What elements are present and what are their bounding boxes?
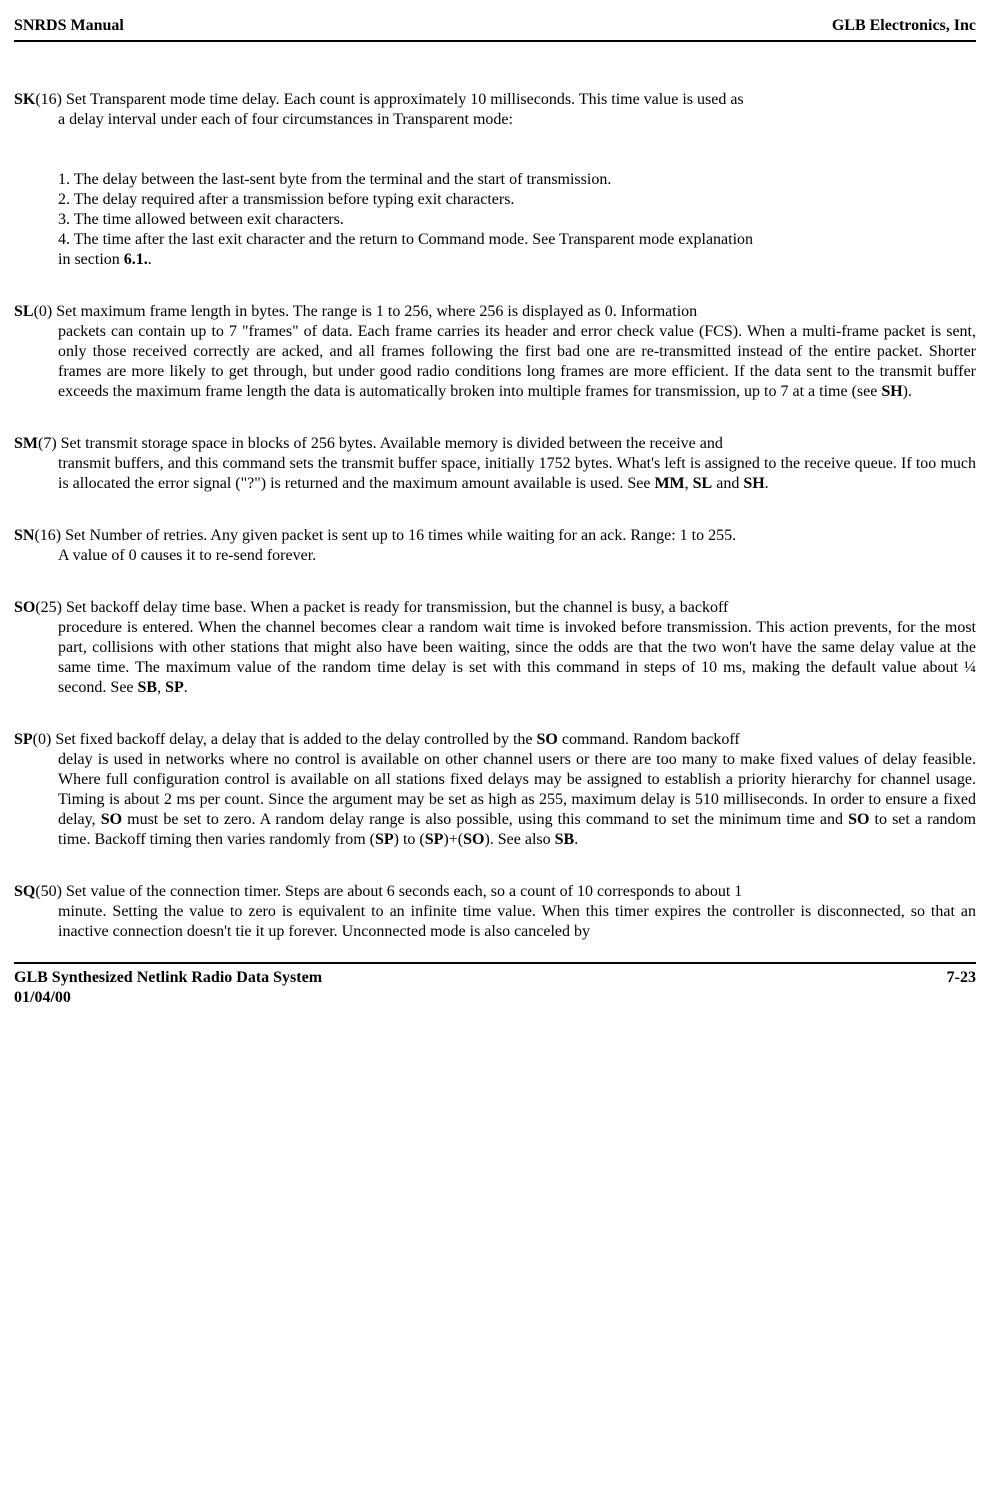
entry-sp: SP(0) Set fixed backoff delay, a delay t… bbox=[14, 730, 976, 850]
sq-body: minute. Setting the value to zero is equ… bbox=[14, 902, 976, 942]
sm-body1: transmit buffers, and this command sets … bbox=[58, 455, 976, 492]
sk-first-line: SK(16) Set Transparent mode time delay. … bbox=[14, 90, 976, 110]
page-header: SNRDS Manual GLB Electronics, Inc bbox=[14, 16, 976, 42]
header-right: GLB Electronics, Inc bbox=[832, 16, 976, 36]
sk-arg: (16) Set Transparent mode time delay. Ea… bbox=[35, 91, 743, 108]
sk-l2: 2. The delay required after a transmissi… bbox=[58, 190, 976, 210]
sm-body: transmit buffers, and this command sets … bbox=[14, 454, 976, 494]
entry-sn: SN(16) Set Number of retries. Any given … bbox=[14, 526, 976, 566]
sp-body: delay is used in networks where no contr… bbox=[14, 750, 976, 850]
sm-s2: and bbox=[712, 475, 743, 492]
sk-l4c: . bbox=[148, 251, 152, 268]
so-body2: . bbox=[184, 679, 188, 696]
cmd-sn: SN bbox=[14, 527, 34, 544]
sk-l4b: in section bbox=[58, 251, 124, 268]
sq-first-line: SQ(50) Set value of the connection timer… bbox=[14, 882, 976, 902]
sm-s1: , bbox=[685, 475, 693, 492]
sp-r4: SP bbox=[425, 831, 444, 848]
cmd-sk: SK bbox=[14, 91, 35, 108]
sp-b2: must be set to zero. A random delay rang… bbox=[122, 811, 848, 828]
sp-r5: SO bbox=[463, 831, 484, 848]
sp-b7: . bbox=[574, 831, 578, 848]
sl-first-line: SL(0) Set maximum frame length in bytes.… bbox=[14, 302, 976, 322]
sp-r3: SP bbox=[375, 831, 394, 848]
sn-body: A value of 0 causes it to re-send foreve… bbox=[14, 546, 976, 566]
so-first-line: SO(25) Set backoff delay time base. When… bbox=[14, 598, 976, 618]
cmd-sq: SQ bbox=[14, 883, 35, 900]
entry-sq: SQ(50) Set value of the connection timer… bbox=[14, 882, 976, 942]
footer-page: 7-23 bbox=[947, 968, 976, 1008]
sn-first-line: SN(16) Set Number of retries. Any given … bbox=[14, 526, 976, 546]
so-body: procedure is entered. When the channel b… bbox=[14, 618, 976, 698]
entry-sm: SM(7) Set transmit storage space in bloc… bbox=[14, 434, 976, 494]
sk-body: a delay interval under each of four circ… bbox=[14, 110, 976, 130]
sl-body1: packets can contain up to 7 "frames" of … bbox=[58, 323, 976, 400]
sk-l3: 3. The time allowed between exit charact… bbox=[58, 210, 976, 230]
cmd-sl: SL bbox=[14, 303, 34, 320]
cmd-sm: SM bbox=[14, 435, 38, 452]
entry-sl: SL(0) Set maximum frame length in bytes.… bbox=[14, 302, 976, 402]
entry-sk: SK(16) Set Transparent mode time delay. … bbox=[14, 90, 976, 270]
sl-ref: SH bbox=[881, 383, 902, 400]
sl-body2: ). bbox=[903, 383, 912, 400]
sm-r3: SH bbox=[743, 475, 764, 492]
sp-b6: ). See also bbox=[484, 831, 554, 848]
footer-left: GLB Synthesized Netlink Radio Data Syste… bbox=[14, 968, 322, 1008]
cmd-so: SO bbox=[14, 599, 35, 616]
sm-arg: (7) Set transmit storage space in blocks… bbox=[38, 435, 723, 452]
sp-argref: SO bbox=[537, 731, 558, 748]
sn-arg: (16) Set Number of retries. Any given pa… bbox=[34, 527, 736, 544]
sp-b5: )+( bbox=[443, 831, 463, 848]
sp-arg2: command. Random backoff bbox=[558, 731, 740, 748]
so-r1: SB bbox=[138, 679, 158, 696]
so-arg: (25) Set backoff delay time base. When a… bbox=[35, 599, 728, 616]
sk-l1: 1. The delay between the last-sent byte … bbox=[58, 170, 976, 190]
sp-r1: SO bbox=[101, 811, 122, 828]
header-left: SNRDS Manual bbox=[14, 16, 124, 36]
sp-r2: SO bbox=[848, 811, 869, 828]
sm-body2: . bbox=[765, 475, 769, 492]
sm-first-line: SM(7) Set transmit storage space in bloc… bbox=[14, 434, 976, 454]
sp-r6: SB bbox=[555, 831, 575, 848]
so-s1: , bbox=[157, 679, 165, 696]
sk-l4ref: 6.1. bbox=[124, 251, 148, 268]
sm-r1: MM bbox=[654, 475, 684, 492]
so-body1: procedure is entered. When the channel b… bbox=[58, 619, 976, 696]
sp-first-line: SP(0) Set fixed backoff delay, a delay t… bbox=[14, 730, 976, 750]
sp-b4: ) to ( bbox=[394, 831, 425, 848]
sl-body: packets can contain up to 7 "frames" of … bbox=[14, 322, 976, 402]
sl-arg: (0) Set maximum frame length in bytes. T… bbox=[34, 303, 698, 320]
sk-sublist: 1. The delay between the last-sent byte … bbox=[14, 170, 976, 270]
page-footer: GLB Synthesized Netlink Radio Data Syste… bbox=[14, 962, 976, 1008]
sk-l4-cont: in section 6.1.. bbox=[58, 250, 976, 270]
sm-r2: SL bbox=[693, 475, 713, 492]
footer-title: GLB Synthesized Netlink Radio Data Syste… bbox=[14, 968, 322, 988]
sp-arg: (0) Set fixed backoff delay, a delay tha… bbox=[33, 731, 537, 748]
entry-so: SO(25) Set backoff delay time base. When… bbox=[14, 598, 976, 698]
footer-date: 01/04/00 bbox=[14, 988, 322, 1008]
cmd-sp: SP bbox=[14, 731, 33, 748]
so-r2: SP bbox=[165, 679, 184, 696]
sk-l4a: 4. The time after the last exit characte… bbox=[58, 230, 976, 250]
sq-arg: (50) Set value of the connection timer. … bbox=[35, 883, 742, 900]
